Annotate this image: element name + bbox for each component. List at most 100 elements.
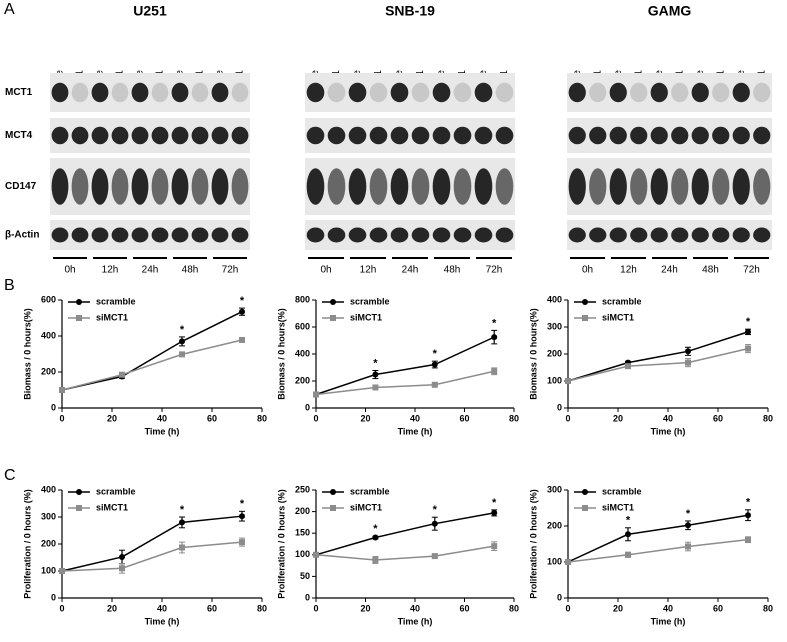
x-tick-label: 60 xyxy=(459,603,469,613)
band xyxy=(231,126,249,145)
y-tick-label: 200 xyxy=(547,520,562,530)
band xyxy=(753,168,771,205)
marker xyxy=(179,544,185,551)
x-axis-label: Time (h) xyxy=(145,616,180,626)
marker xyxy=(745,512,751,519)
time-label: 24h xyxy=(142,265,159,276)
marker xyxy=(239,336,245,343)
band xyxy=(568,168,586,205)
y-tick-label: 50 xyxy=(300,571,310,581)
y-tick-label: 100 xyxy=(295,549,310,559)
marker xyxy=(59,568,65,574)
band xyxy=(630,126,648,145)
marker xyxy=(372,534,379,541)
x-tick-label: 20 xyxy=(360,413,370,423)
band xyxy=(306,227,325,243)
band xyxy=(671,168,689,205)
marker xyxy=(625,363,631,370)
legend-label: scramble xyxy=(602,296,642,306)
band xyxy=(589,82,607,103)
marker xyxy=(179,351,185,358)
band xyxy=(712,82,730,103)
band xyxy=(453,126,472,145)
marker xyxy=(179,519,185,526)
band xyxy=(650,82,668,103)
band xyxy=(432,227,451,243)
legend-marker xyxy=(76,315,82,321)
band xyxy=(630,227,648,243)
band xyxy=(71,168,89,205)
band xyxy=(369,227,388,243)
band xyxy=(71,227,89,243)
x-tick-label: 0 xyxy=(565,603,570,613)
band xyxy=(91,82,109,103)
marker xyxy=(59,387,65,393)
y-tick-label: 200 xyxy=(41,538,56,548)
band xyxy=(171,227,189,243)
legend-marker xyxy=(330,315,336,321)
significance-mark: * xyxy=(240,295,245,307)
x-tick-label: 80 xyxy=(509,603,519,613)
legend-label: scramble xyxy=(350,296,390,306)
band xyxy=(691,227,709,243)
legend-label: scramble xyxy=(96,486,136,496)
x-tick-label: 80 xyxy=(763,603,773,613)
band xyxy=(327,126,346,145)
marker xyxy=(491,368,498,375)
series-line xyxy=(567,514,749,563)
band xyxy=(609,82,627,103)
marker xyxy=(313,551,319,558)
series-line xyxy=(315,370,495,396)
x-tick-label: 20 xyxy=(360,603,370,613)
marker xyxy=(119,553,125,560)
y-tick-label: 200 xyxy=(41,366,56,376)
band xyxy=(306,126,325,145)
marker xyxy=(745,345,751,352)
x-tick-label: 20 xyxy=(613,413,623,423)
time-label: 48h xyxy=(702,265,719,276)
y-tick-label: 400 xyxy=(547,294,562,304)
legend-marker xyxy=(76,489,82,495)
legend-marker xyxy=(330,505,336,511)
legend-marker xyxy=(76,299,82,305)
band xyxy=(650,126,668,145)
series-line xyxy=(315,545,495,561)
y-tick-label: 0 xyxy=(51,592,56,602)
panel-label: B xyxy=(4,277,15,294)
band xyxy=(369,126,388,145)
band xyxy=(131,227,149,243)
row-label: MCT4 xyxy=(5,130,33,141)
y-tick-label: 300 xyxy=(547,321,562,331)
band xyxy=(348,82,367,103)
x-axis-label: Time (h) xyxy=(398,616,433,626)
band xyxy=(111,126,129,145)
band xyxy=(589,126,607,145)
x-tick-label: 20 xyxy=(107,603,117,613)
band xyxy=(474,82,493,103)
band xyxy=(91,227,109,243)
band xyxy=(71,82,89,103)
group-title: GAMG xyxy=(648,3,692,19)
time-label: 24h xyxy=(661,265,678,276)
legend-label: siMCT1 xyxy=(96,312,128,322)
time-label: 12h xyxy=(620,265,637,276)
legend-marker xyxy=(330,299,336,305)
band xyxy=(171,82,189,103)
band xyxy=(369,168,388,205)
marker xyxy=(745,536,751,543)
band xyxy=(211,82,229,103)
x-tick-label: 60 xyxy=(713,603,723,613)
band xyxy=(51,126,69,145)
y-tick-label: 600 xyxy=(41,294,56,304)
band xyxy=(753,126,771,145)
legend-label: siMCT1 xyxy=(602,502,634,512)
band xyxy=(712,227,730,243)
x-tick-label: 40 xyxy=(410,603,420,613)
band xyxy=(753,227,771,243)
time-label: 12h xyxy=(360,265,377,276)
legend-label: siMCT1 xyxy=(350,502,382,512)
band xyxy=(732,227,750,243)
x-tick-label: 60 xyxy=(459,413,469,423)
band xyxy=(348,227,367,243)
legend-label: siMCT1 xyxy=(602,312,634,322)
